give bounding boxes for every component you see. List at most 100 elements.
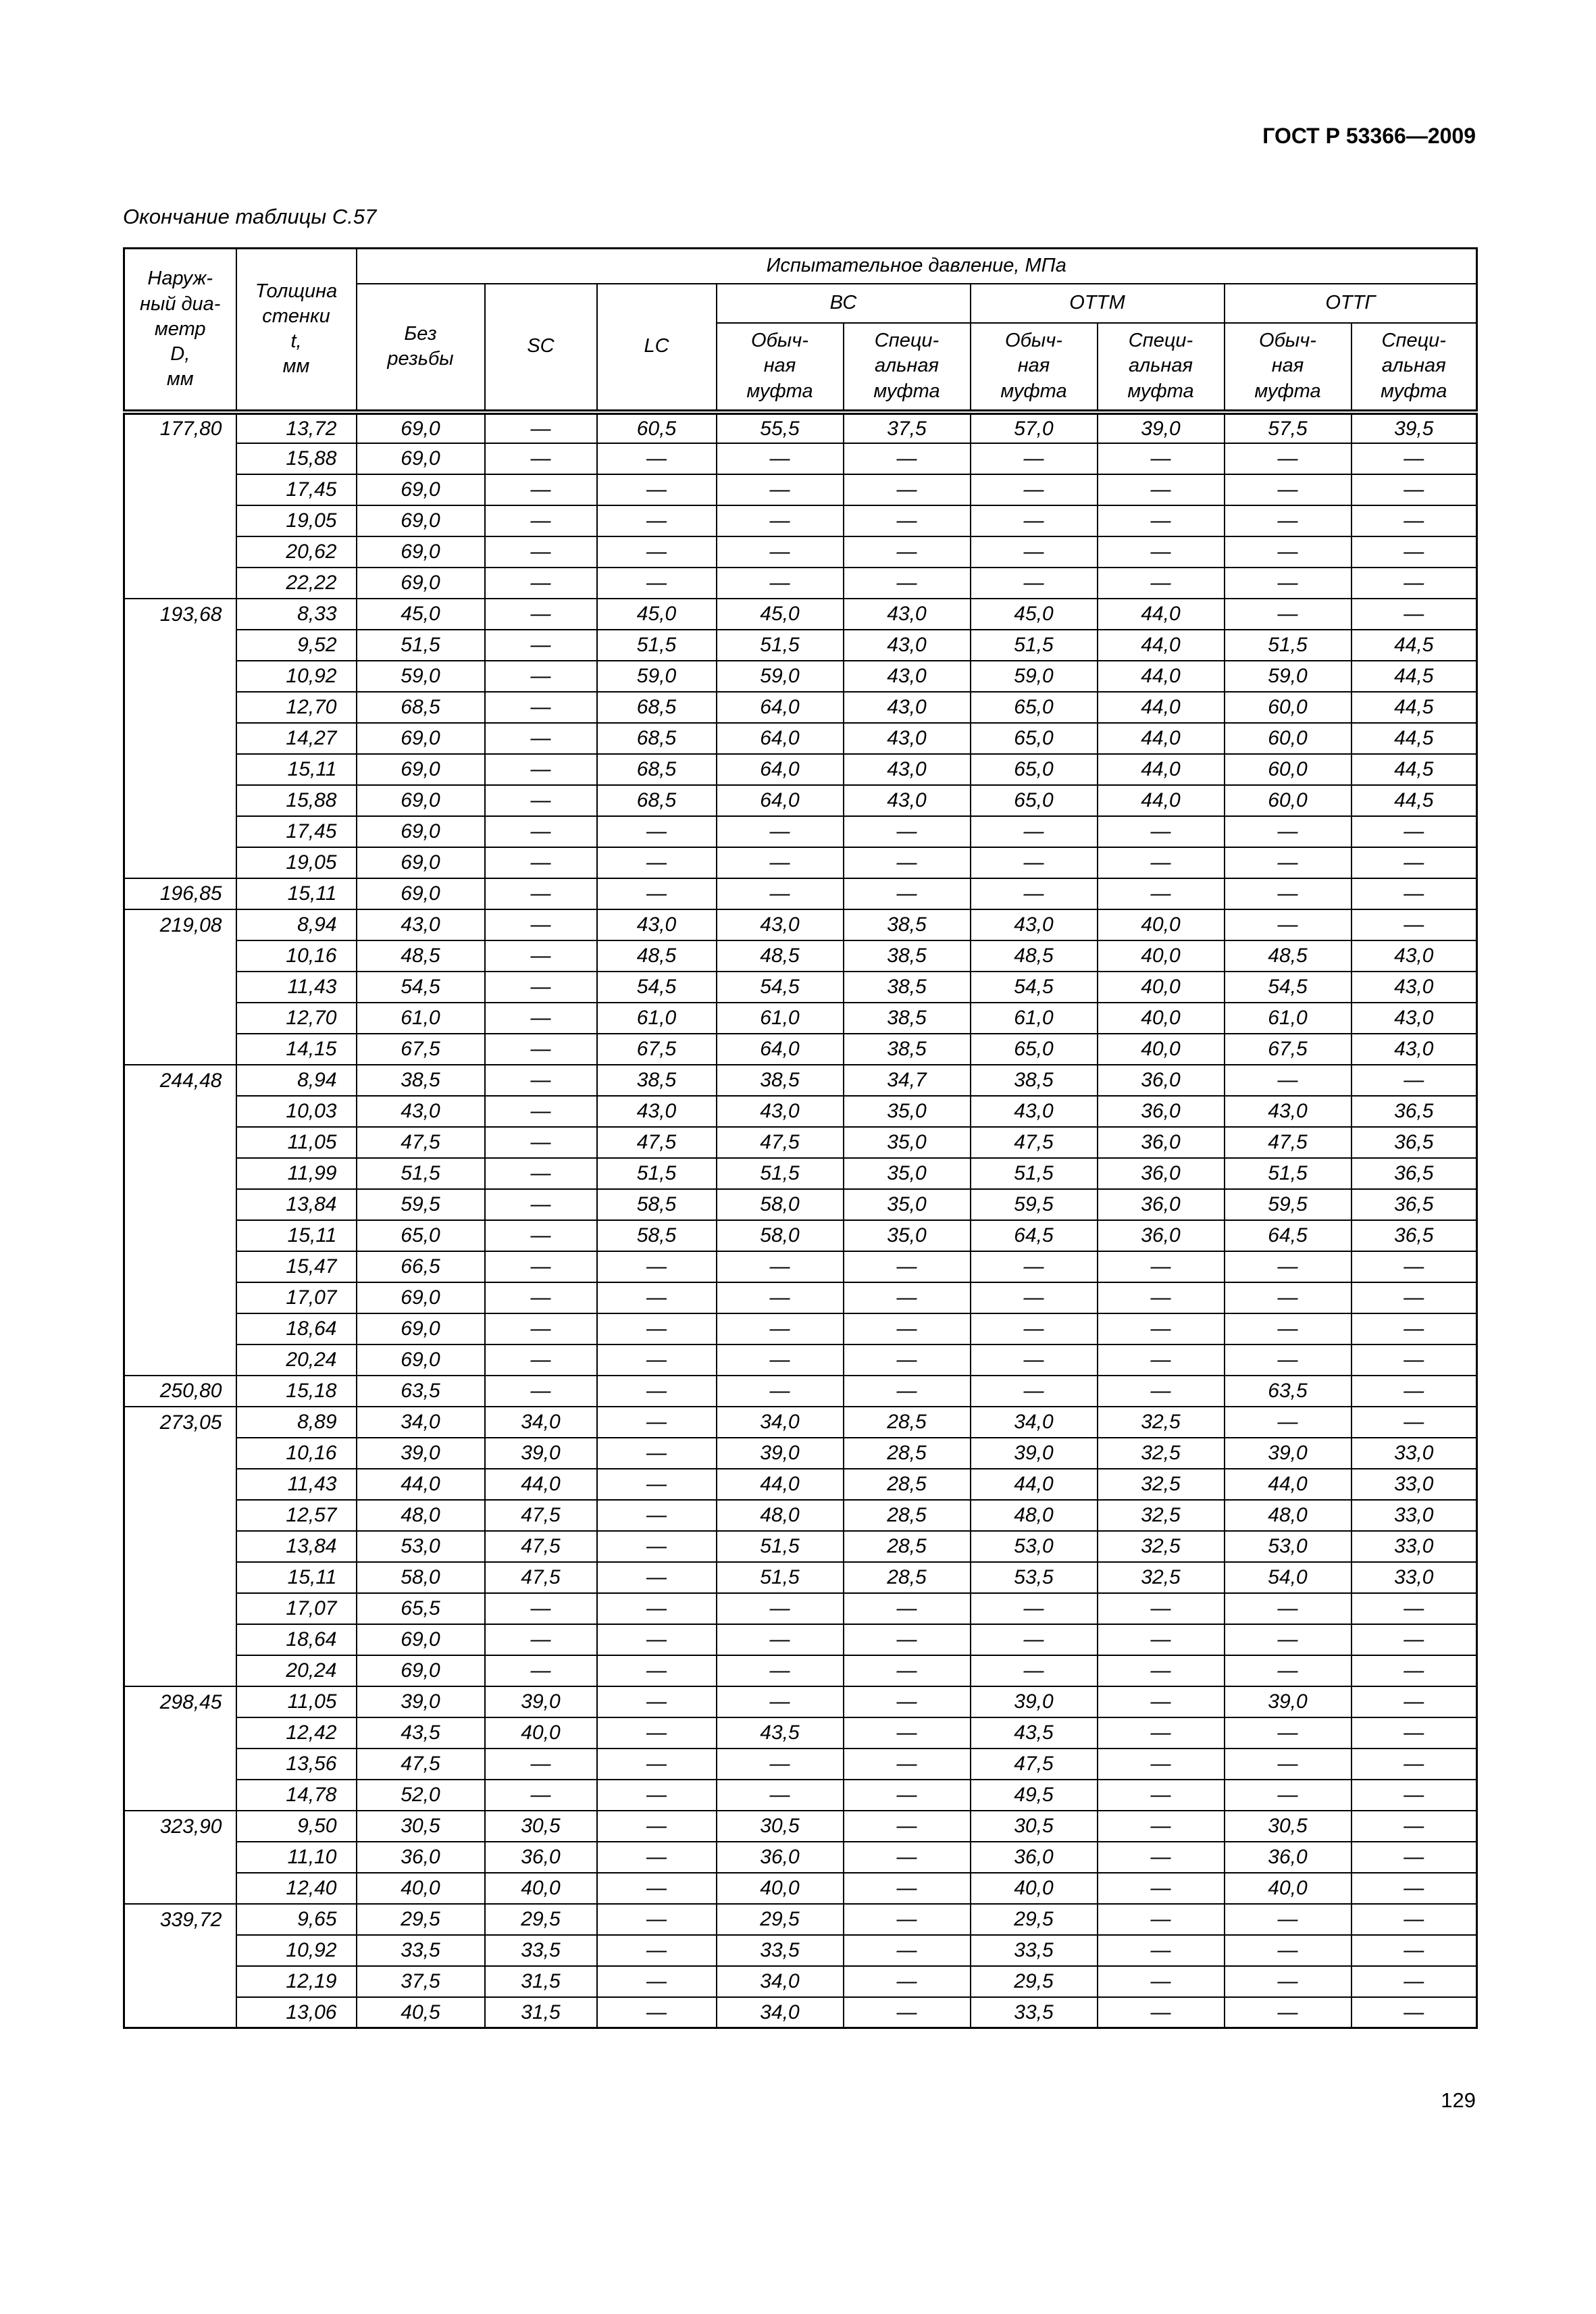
cell-value: — [715, 1281, 844, 1313]
cell-value: 48,0 [1223, 1499, 1352, 1531]
cell-value: — [1223, 1312, 1352, 1344]
cell-value: — [715, 442, 844, 474]
cell-thickness: 15,11 [235, 1219, 357, 1251]
cell-value: 53,0 [969, 1530, 1098, 1562]
cell-value: — [1350, 1903, 1477, 1935]
cell-thickness: 13,84 [235, 1188, 357, 1220]
table-row: 10,03 43,0—43,0 43,0 35,0 43,0 36,0 43,0 36,5 [123, 1095, 1477, 1127]
cell-value: — [484, 846, 597, 878]
cell-value: 34,0 [715, 1405, 844, 1438]
cell-value: — [1223, 1934, 1352, 1966]
table-row: 15,11 69,0—68,5 64,0 43,0 65,0 44,0 60,0 44,5 [123, 753, 1477, 785]
cell-value: — [596, 504, 717, 536]
cell-value: — [484, 473, 597, 505]
cell-value: 44,0 [1096, 722, 1225, 754]
cell-value: — [1223, 1405, 1352, 1438]
cell-value: 51,5 [355, 628, 485, 661]
cell-thickness: 11,10 [235, 1840, 357, 1873]
cell-value: 44,5 [1350, 784, 1477, 816]
cell-value: — [1350, 1716, 1477, 1749]
cell-value: — [1096, 1871, 1225, 1904]
cell-thickness: 8,89 [235, 1405, 357, 1438]
cell-value: 38,5 [842, 939, 971, 972]
cell-thickness: 12,70 [235, 1001, 357, 1034]
cell-value: 43,0 [715, 1095, 844, 1127]
cell-value: 36,5 [1350, 1188, 1477, 1220]
cell-value: 30,5 [1223, 1809, 1352, 1842]
cell-value: 39,0 [1223, 1436, 1352, 1469]
cell-value: 36,5 [1350, 1126, 1477, 1158]
cell-diameter: 323,90 [123, 1809, 236, 1842]
cell-value: 51,5 [1223, 628, 1352, 661]
cell-value: — [715, 1312, 844, 1344]
cell-thickness: 9,50 [235, 1809, 357, 1842]
cell-value: — [596, 877, 717, 909]
cell-value: 43,5 [715, 1716, 844, 1749]
cell-value: 28,5 [842, 1499, 971, 1531]
cell-value: 48,5 [355, 939, 485, 972]
cell-value: 58,0 [715, 1219, 844, 1251]
cell-value: — [842, 1343, 971, 1376]
cell-value: — [484, 877, 597, 909]
cell-value: 44,0 [969, 1467, 1098, 1500]
cell-value: — [1223, 846, 1352, 878]
header-ottm-coupling-special: Специ- альная муфта [1096, 322, 1225, 413]
cell-value: 33,5 [484, 1934, 597, 1966]
cell-value: — [715, 1654, 844, 1686]
cell-thickness: 12,40 [235, 1871, 357, 1904]
cell-value: 28,5 [842, 1561, 971, 1593]
cell-diameter [123, 1717, 236, 1749]
cell-value: 52,0 [355, 1778, 485, 1811]
cell-value: 47,5 [1223, 1126, 1352, 1158]
cell-value: — [1096, 473, 1225, 505]
cell-value: 34,0 [484, 1405, 597, 1438]
cell-value: — [484, 815, 597, 847]
cell-value: 33,5 [969, 1996, 1098, 2028]
cell-thickness: 14,78 [235, 1778, 357, 1811]
cell-value: 39,0 [355, 1685, 485, 1717]
cell-value: 33,0 [1350, 1467, 1477, 1500]
cell-value: — [484, 722, 597, 754]
cell-value: 29,5 [715, 1903, 844, 1935]
header-vs-coupling-special: Специ- альная муфта [842, 322, 971, 413]
cell-value: — [1350, 1281, 1477, 1313]
table-row: 14,27 69,0—68,5 64,0 43,0 65,0 44,0 60,0 44,5 [123, 722, 1477, 754]
cell-value: 65,0 [969, 690, 1098, 723]
doc-header: ГОСТ Р 53366—2009 [1262, 124, 1476, 148]
cell-value: — [484, 442, 597, 474]
cell-diameter: 250,80 [123, 1374, 236, 1407]
cell-value: 65,0 [969, 722, 1098, 754]
cell-value: 38,5 [596, 1063, 717, 1096]
cell-value: 58,5 [596, 1219, 717, 1251]
cell-value: — [1350, 1996, 1477, 2028]
cell-value: 69,0 [355, 846, 485, 878]
cell-value: — [842, 1250, 971, 1282]
cell-value: — [969, 442, 1098, 474]
cell-diameter: 193,68 [123, 597, 236, 630]
cell-value: — [1096, 1965, 1225, 1997]
table-row: 15,11 58,0 47,5—51,5 28,5 53,5 32,5 54,0 33,0 [123, 1561, 1477, 1593]
cell-value: — [842, 1281, 971, 1313]
cell-value: — [596, 1871, 717, 1904]
cell-value: 67,5 [355, 1032, 485, 1065]
cell-value: 43,0 [596, 908, 717, 940]
cell-value: — [1096, 1747, 1225, 1780]
cell-value: 40,0 [355, 1871, 485, 1904]
cell-value: 58,0 [715, 1188, 844, 1220]
cell-value: — [596, 1374, 717, 1407]
cell-value: — [969, 1281, 1098, 1313]
cell-value: 51,5 [969, 1157, 1098, 1189]
cell-value: 44,0 [1096, 690, 1225, 723]
cell-thickness: 9,65 [235, 1903, 357, 1935]
cell-value: 34,0 [355, 1405, 485, 1438]
cell-thickness: 19,05 [235, 846, 357, 878]
cell-value: — [715, 1343, 844, 1376]
cell-value: 43,0 [842, 597, 971, 630]
cell-value: 69,0 [355, 784, 485, 816]
cell-value: — [484, 1374, 597, 1407]
cell-value: — [1096, 442, 1225, 474]
cell-diameter [123, 474, 236, 505]
table-row: 339,72 9,65 29,5 29,5—29,5—29,5— — — [123, 1903, 1477, 1935]
cell-value: — [1350, 1250, 1477, 1282]
cell-value: — [1096, 1934, 1225, 1966]
